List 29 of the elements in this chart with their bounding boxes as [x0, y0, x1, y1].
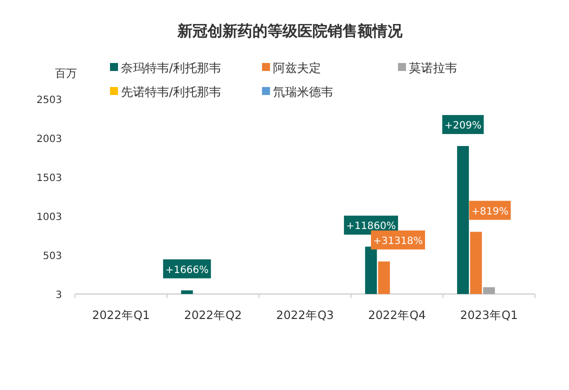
- bar: [483, 287, 495, 294]
- bar: [470, 232, 482, 294]
- chart-title: 新冠创新药的等级医院销售额情况: [176, 22, 404, 40]
- x-tick-label: 2023年Q1: [460, 308, 518, 322]
- bar: [378, 261, 390, 294]
- legend-label: 氘瑞米德韦: [273, 85, 333, 99]
- y-tick-label: 3: [56, 290, 62, 301]
- y-tick-label: 2503: [36, 95, 62, 106]
- annotation: +11860%: [346, 221, 396, 232]
- y-tick-label: 503: [42, 251, 62, 262]
- legend-label: 莫诺拉韦: [409, 61, 457, 75]
- y-tick-label: 1003: [36, 212, 62, 223]
- x-tick-label: 2022年Q1: [92, 308, 150, 322]
- legend-label: 奈玛特韦/利托那韦: [121, 61, 222, 75]
- annotation: +819%: [472, 206, 508, 218]
- bar: [457, 146, 469, 294]
- y-tick-label: 1503: [36, 173, 62, 184]
- legend-label: 先诺特韦/利托那韦: [121, 85, 222, 99]
- y-tick-label: 2003: [36, 134, 62, 145]
- legend-label: 阿兹夫定: [273, 61, 321, 75]
- bar: [181, 290, 193, 294]
- annotation: +209%: [444, 120, 482, 132]
- annotation: +1666%: [165, 264, 209, 276]
- x-tick-label: 2022年Q4: [368, 308, 426, 322]
- x-tick-label: 2022年Q3: [276, 308, 334, 322]
- y-axis-title: 百万: [55, 67, 77, 80]
- x-tick-label: 2022年Q2: [184, 308, 242, 322]
- annotation: +31318%: [373, 236, 423, 247]
- bar: [365, 246, 377, 294]
